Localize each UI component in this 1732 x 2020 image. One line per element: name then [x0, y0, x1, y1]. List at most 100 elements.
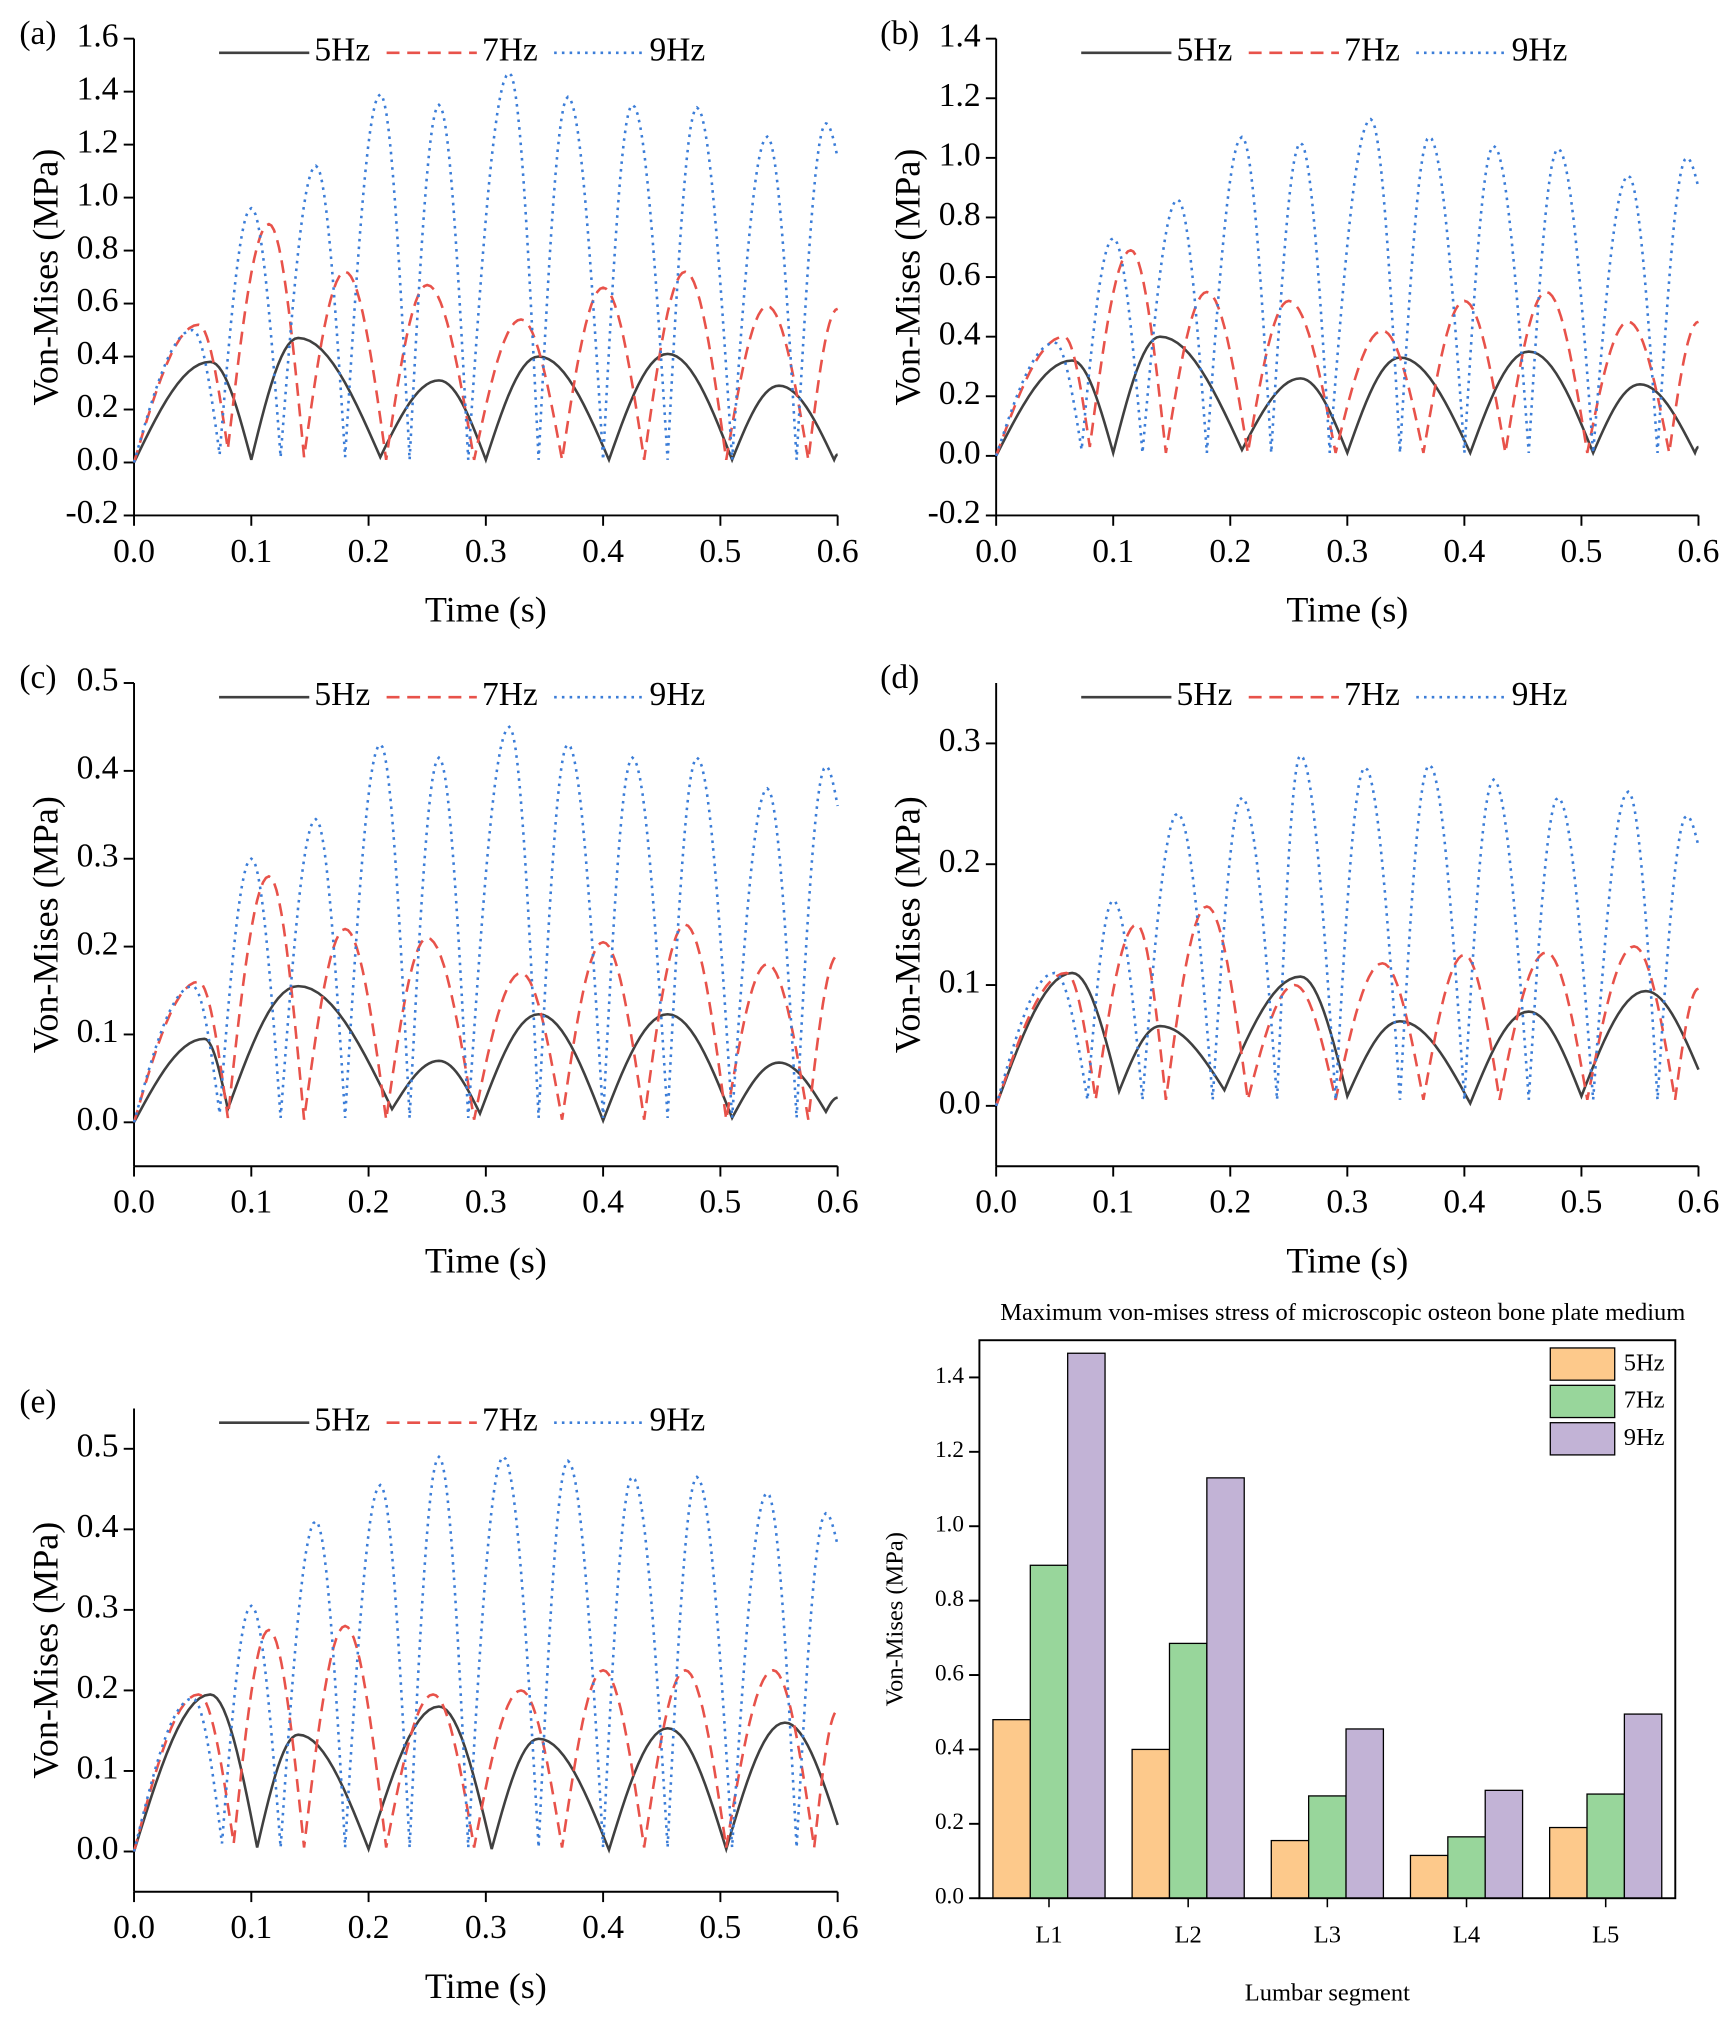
x-tick-label: 0.6 — [817, 1184, 859, 1221]
y-tick-label: 0.5 — [77, 1427, 119, 1464]
series-line — [994, 905, 1699, 1107]
legend-label: 5Hz — [314, 32, 370, 69]
bar — [1308, 1795, 1347, 1899]
x-tick-label: 0.4 — [1443, 533, 1485, 570]
y-tick-label: 0.2 — [77, 1669, 119, 1706]
legend-label: 9Hz — [1512, 32, 1568, 69]
series-line — [995, 335, 1699, 458]
x-axis-label: Time (s) — [425, 590, 547, 630]
bar — [1484, 1789, 1524, 1899]
y-tick-label: 0.4 — [77, 750, 119, 787]
y-tick-label: 0.3 — [939, 722, 981, 759]
y-tick-label: 0.3 — [77, 837, 119, 874]
y-tick-label: 0.4 — [939, 315, 981, 352]
x-tick-label: 0.1 — [230, 1184, 272, 1221]
plot-frame — [978, 1339, 1677, 1900]
x-tick-label: 0.2 — [348, 1909, 390, 1946]
series-line — [132, 1624, 839, 1852]
legend-label: 5Hz — [1624, 1349, 1665, 1376]
y-tick-label: 1.0 — [77, 176, 119, 213]
x-tick-label: 0.0 — [975, 533, 1017, 570]
bar — [1168, 1642, 1208, 1899]
y-tick-label: 0.5 — [77, 662, 119, 699]
y-tick-label: 1.0 — [939, 137, 981, 174]
y-tick-label: 1.2 — [935, 1437, 964, 1463]
x-tick-label: 0.5 — [1560, 1184, 1602, 1221]
x-tick-label: 0.6 — [817, 533, 859, 570]
bar — [992, 1719, 1031, 1899]
x-tick-label: L1 — [1035, 1922, 1062, 1949]
y-tick-label: 0.6 — [935, 1660, 964, 1686]
x-tick-label: 0.1 — [230, 533, 272, 570]
legend-swatch — [1549, 1422, 1616, 1456]
legend-label: 7Hz — [1624, 1387, 1665, 1414]
y-tick-label: 0.4 — [935, 1735, 964, 1761]
legend-swatch — [1549, 1347, 1616, 1381]
legend-label: 9Hz — [650, 32, 706, 69]
legend-label: 7Hz — [482, 1401, 538, 1438]
legend-label: 7Hz — [1344, 32, 1400, 69]
y-tick-label: 1.0 — [935, 1512, 964, 1538]
x-tick-label: 0.1 — [230, 1909, 272, 1946]
bar — [1586, 1793, 1626, 1899]
series-line — [994, 248, 1699, 457]
bar — [1623, 1713, 1663, 1899]
legend-label: 7Hz — [482, 32, 538, 69]
panel-label: (d) — [880, 659, 919, 696]
y-axis-label: Von-Mises (MPa) — [887, 149, 927, 406]
y-axis-label: Von-Mises (MPa) — [25, 149, 65, 406]
y-tick-label: 0.0 — [939, 1085, 981, 1122]
x-tick-label: 0.5 — [699, 1909, 741, 1946]
x-tick-label: 0.3 — [465, 533, 507, 570]
y-tick-label: 0.2 — [939, 843, 981, 880]
x-tick-label: 0.4 — [1443, 1184, 1485, 1221]
x-tick-label: 0.4 — [582, 533, 624, 570]
y-tick-label: 0.8 — [77, 229, 119, 266]
legend-label: 9Hz — [1624, 1424, 1665, 1451]
y-tick-label: 0.0 — [77, 1830, 119, 1867]
x-tick-label: 0.6 — [817, 1909, 859, 1946]
legend-label: 9Hz — [1512, 676, 1568, 713]
y-tick-label: 0.0 — [77, 1101, 119, 1138]
x-tick-label: 0.1 — [1092, 1184, 1134, 1221]
y-tick-label: 0.0 — [939, 435, 981, 472]
x-tick-label: 0.2 — [1209, 533, 1251, 570]
y-tick-label: -0.2 — [66, 494, 119, 531]
x-tick-label: 0.0 — [113, 1909, 155, 1946]
x-tick-label: 0.2 — [1209, 1184, 1251, 1221]
x-axis-label: Time (s) — [1286, 590, 1408, 630]
bar — [1447, 1836, 1486, 1899]
y-axis-label: Von-Mises (MPa) — [882, 1532, 909, 1706]
y-tick-label: 0.1 — [77, 1013, 119, 1050]
series-line — [132, 222, 839, 463]
x-tick-label: 0.0 — [113, 533, 155, 570]
panel-label: (e) — [19, 1383, 56, 1420]
x-axis-label: Time (s) — [1286, 1240, 1408, 1280]
series-line — [132, 874, 839, 1123]
x-tick-label: 0.1 — [1092, 533, 1134, 570]
bar — [1067, 1352, 1106, 1899]
y-tick-label: 0.6 — [77, 282, 119, 319]
bar — [1131, 1748, 1171, 1899]
legend-label: 9Hz — [650, 676, 706, 713]
series-line — [132, 984, 838, 1125]
bar — [1548, 1826, 1588, 1899]
y-tick-label: 1.4 — [939, 17, 981, 54]
y-tick-label: 1.2 — [939, 77, 981, 114]
legend-label: 5Hz — [314, 676, 370, 713]
legend-label: 5Hz — [1177, 32, 1233, 69]
y-tick-label: 0.3 — [77, 1589, 119, 1626]
series-line — [132, 725, 839, 1123]
y-tick-label: 0.4 — [77, 1508, 119, 1545]
series-line — [132, 336, 838, 464]
x-axis-label: Time (s) — [425, 1966, 547, 2006]
panel-label: (a) — [19, 15, 56, 52]
y-tick-label: 1.2 — [77, 123, 119, 160]
bar — [1206, 1477, 1245, 1899]
y-tick-label: 0.2 — [77, 925, 119, 962]
y-tick-label: 0.1 — [77, 1750, 119, 1787]
y-axis-label: Von-Mises (MPa) — [25, 1522, 65, 1779]
y-tick-label: 0.0 — [77, 441, 119, 478]
panel-label: (b) — [880, 15, 919, 52]
